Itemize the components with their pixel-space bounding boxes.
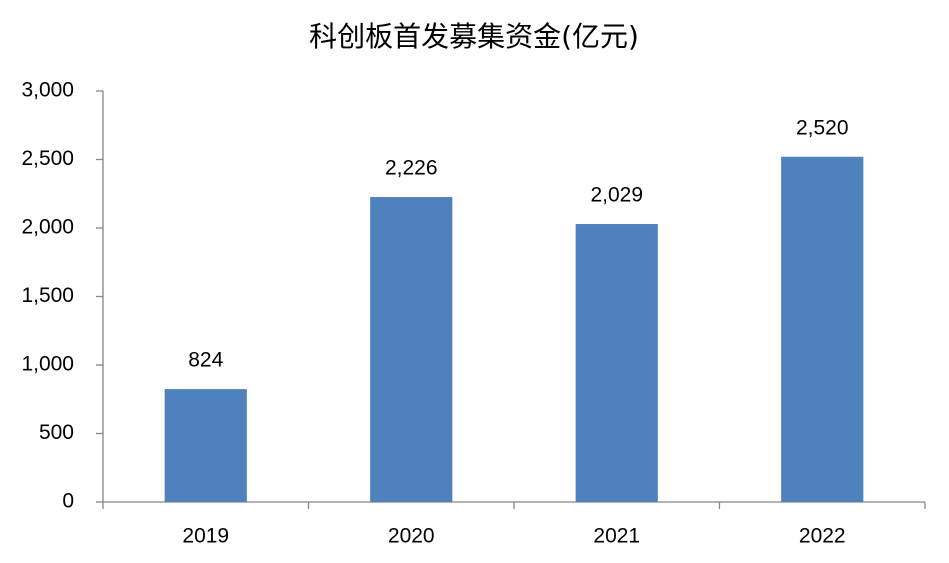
y-tick-label: 2,500: [21, 147, 74, 170]
y-tick-label: 500: [39, 421, 74, 444]
x-tick-label: 2022: [799, 525, 846, 548]
bar: [575, 224, 658, 503]
bar: [370, 197, 453, 502]
bar: [781, 156, 864, 502]
y-tick-label: 1,500: [21, 284, 74, 307]
data-label: 2,029: [590, 184, 643, 207]
y-tick-label: 3,000: [21, 79, 74, 102]
x-tick-label: 2019: [182, 525, 229, 548]
x-tick-label: 2021: [593, 525, 640, 548]
x-tick-label: 2020: [388, 525, 435, 548]
data-label: 824: [188, 349, 223, 372]
y-tick-label: 2,000: [21, 216, 74, 239]
bar: [164, 389, 247, 502]
data-label: 2,520: [796, 116, 849, 139]
data-label: 2,226: [385, 157, 438, 180]
y-tick-label: 1,000: [21, 353, 74, 376]
y-tick-label: 0: [62, 490, 74, 513]
chart-title: 科创板首发募集资金(亿元): [309, 20, 639, 53]
